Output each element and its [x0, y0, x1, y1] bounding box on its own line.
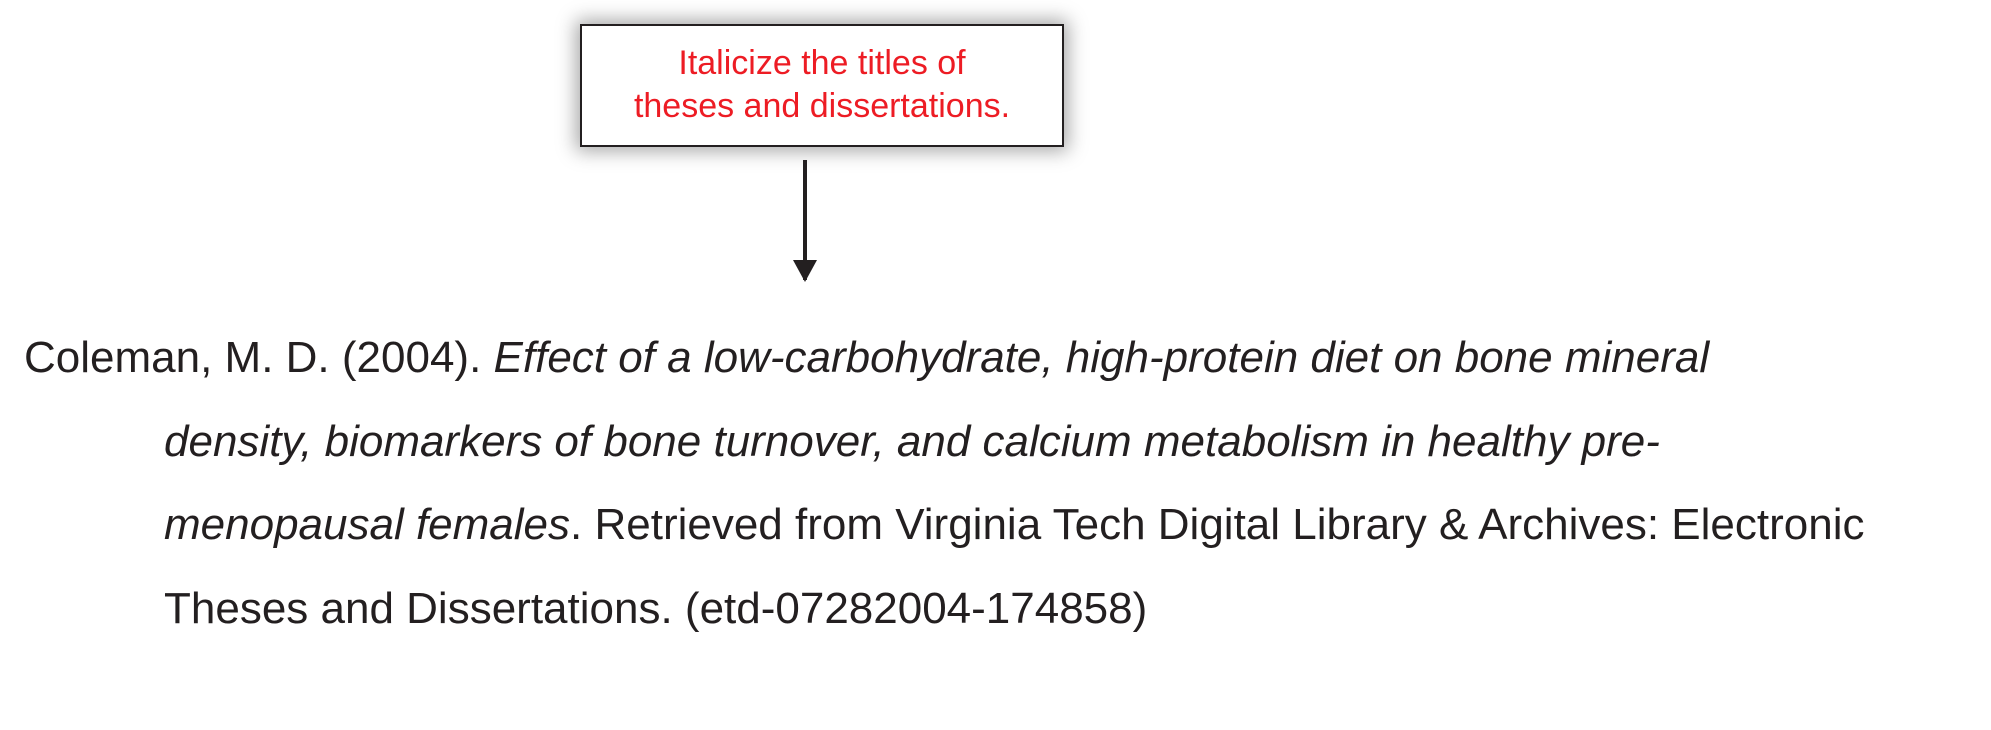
- citation-year: (2004).: [342, 333, 481, 382]
- citation-source-part2: Theses and Dissertations. (etd-07282004-…: [164, 584, 1147, 633]
- citation-line-4: Theses and Dissertations. (etd-07282004-…: [24, 567, 1971, 651]
- citation-author: Coleman, M. D.: [24, 333, 330, 382]
- callout-box: Italicize the titles of theses and disse…: [580, 24, 1064, 147]
- arrow-down-icon: [803, 160, 807, 280]
- citation-title-part2: density, biomarkers of bone turnover, an…: [164, 417, 1660, 466]
- citation-line-3: menopausal females. Retrieved from Virgi…: [24, 483, 1971, 567]
- citation-title-period: .: [570, 500, 594, 549]
- citation-line-1: Coleman, M. D. (2004). Effect of a low-c…: [24, 316, 1971, 400]
- callout-text-line1: Italicize the titles of: [678, 44, 965, 82]
- callout-text-line2: theses and dissertations.: [634, 87, 1010, 125]
- citation-title-part1: Effect of a low-carbohydrate, high-prote…: [494, 333, 1710, 382]
- citation-line-2: density, biomarkers of bone turnover, an…: [24, 400, 1971, 484]
- citation-block: Coleman, M. D. (2004). Effect of a low-c…: [24, 316, 1971, 650]
- citation-source-part1: Retrieved from Virginia Tech Digital Lib…: [594, 500, 1864, 549]
- figure-root: Italicize the titles of theses and disse…: [0, 0, 1991, 730]
- citation-title-part3: menopausal females: [164, 500, 570, 549]
